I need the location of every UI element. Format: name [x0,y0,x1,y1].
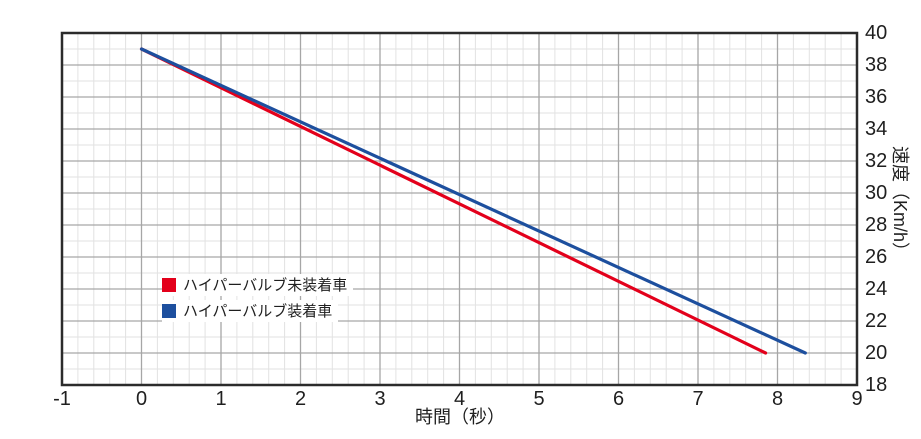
x-tick-label: 2 [294,388,307,410]
x-tick-label: 9 [851,388,863,410]
y-tick-label: 38 [865,54,888,76]
x-axis-title: 時間（秒） [415,407,505,427]
x-tick-label: 6 [612,388,625,410]
legend-item-without-valve: ハイパーバルブ未装着車 [162,274,354,296]
x-tick-label: 8 [771,388,784,410]
x-tick-label: 3 [374,388,386,410]
x-tick-label: 7 [692,388,704,410]
y-tick-label: 30 [865,182,888,204]
y-tick-label: 40 [865,22,888,44]
legend-label-with-valve: ハイパーバルブ装着車 [183,302,333,320]
x-tick-label: -1 [53,388,71,410]
x-tick-label: 0 [135,388,148,410]
y-tick-label: 18 [865,374,888,396]
y-tick-label: 36 [865,86,888,108]
y-tick-label: 20 [865,342,888,364]
plot-border [60,31,859,387]
legend-swatch-red [162,278,176,292]
y-tick-label: 24 [865,278,888,300]
legend-label-without-valve: ハイパーバルブ未装着車 [183,276,348,294]
y-tick-label: 34 [865,118,888,140]
legend-swatch-blue [162,304,176,318]
legend-item-with-valve: ハイパーバルブ装着車 [162,300,339,322]
series-line-1 [139,47,807,355]
y-tick-label: 22 [865,310,888,332]
series-line-0 [139,47,768,355]
x-tick-label: 5 [533,388,545,410]
legend: ハイパーバルブ未装着車 ハイパーバルブ装着車 [162,274,354,326]
y-tick-label: 28 [865,214,888,236]
y-tick-label: 26 [865,246,888,268]
x-tick-label: 4 [453,388,466,410]
y-tick-label: 32 [865,150,888,172]
y-axis-title: 速度（Km/h） [890,145,910,261]
x-tick-label: 1 [215,388,227,410]
